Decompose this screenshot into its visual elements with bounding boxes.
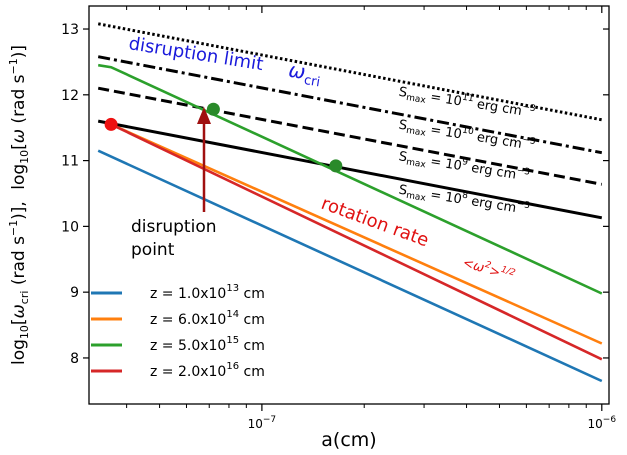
legend-entry: z = 5.0x1015 cm: [150, 335, 265, 354]
disruption-point-marker: [329, 159, 343, 173]
x-axis-label: a(cm): [321, 429, 376, 451]
legend-entry: z = 6.0x1014 cm: [150, 309, 265, 328]
series-line-z15: [98, 63, 603, 295]
disruption-point-line1: disruption: [131, 217, 217, 237]
smax-label-9: Smax = 109 erg cm−3: [397, 147, 531, 186]
series-line-z16: [110, 123, 603, 361]
axis-ticks: 8 9 10 11 12 13 10−7 10−6: [61, 6, 616, 431]
smax-label-text: Smax = 108 erg cm−3: [397, 181, 530, 220]
smax-line-9: [97, 86, 603, 186]
smax-label-text: Smax = 109 erg cm−3: [397, 147, 530, 186]
legend-entry: z = 1.0x1013 cm: [150, 283, 265, 302]
disruption-limit-label: disruption limit: [127, 33, 264, 75]
smax-line-11: [97, 22, 603, 122]
disruption-points: [104, 102, 343, 173]
arrow-head: [197, 107, 211, 124]
smax-label-8: Smax = 108 erg cm−3: [397, 181, 531, 220]
x-tick-label: 10−6: [588, 415, 617, 431]
y-axis-label: log10[ωcri (rad s−1)], log10[ω (rad s−1)…: [7, 45, 31, 365]
y-tick-label: 12: [61, 88, 79, 104]
omega-rms-label: <ω2>1/2: [461, 254, 517, 286]
legend: z = 1.0x1013 cm z = 6.0x1014 cm z = 5.0x10…: [91, 283, 265, 380]
omega-cri-label: ωcri: [286, 58, 323, 91]
legend-entry: z = 2.0x1016 cm: [150, 361, 265, 380]
disruption-arrow: [197, 107, 211, 212]
disruption-limit-annotation: disruption limit ωcri: [127, 33, 323, 91]
x-tick-label: 10−7: [248, 415, 277, 431]
disruption-point-marker: [206, 102, 220, 116]
y-tick-label: 10: [61, 219, 79, 235]
disruption-point-annotation: disruption point: [131, 217, 217, 260]
y-tick-label: 8: [70, 351, 79, 367]
omega-rms-annotation: <ω2>1/2: [461, 254, 517, 286]
y-tick-label: 9: [70, 285, 79, 301]
series-line-z14: [110, 123, 603, 345]
smax-line-8: [97, 119, 603, 220]
y-tick-label: 11: [61, 154, 79, 170]
series-line-z13: [97, 149, 603, 383]
plot-frame: [88, 5, 610, 405]
plot-lines: [97, 22, 603, 383]
disruption-point-marker: [104, 117, 118, 131]
disruption-point-line2: point: [131, 240, 175, 260]
y-tick-label: 13: [61, 22, 79, 38]
smax-line-10: [97, 55, 603, 155]
